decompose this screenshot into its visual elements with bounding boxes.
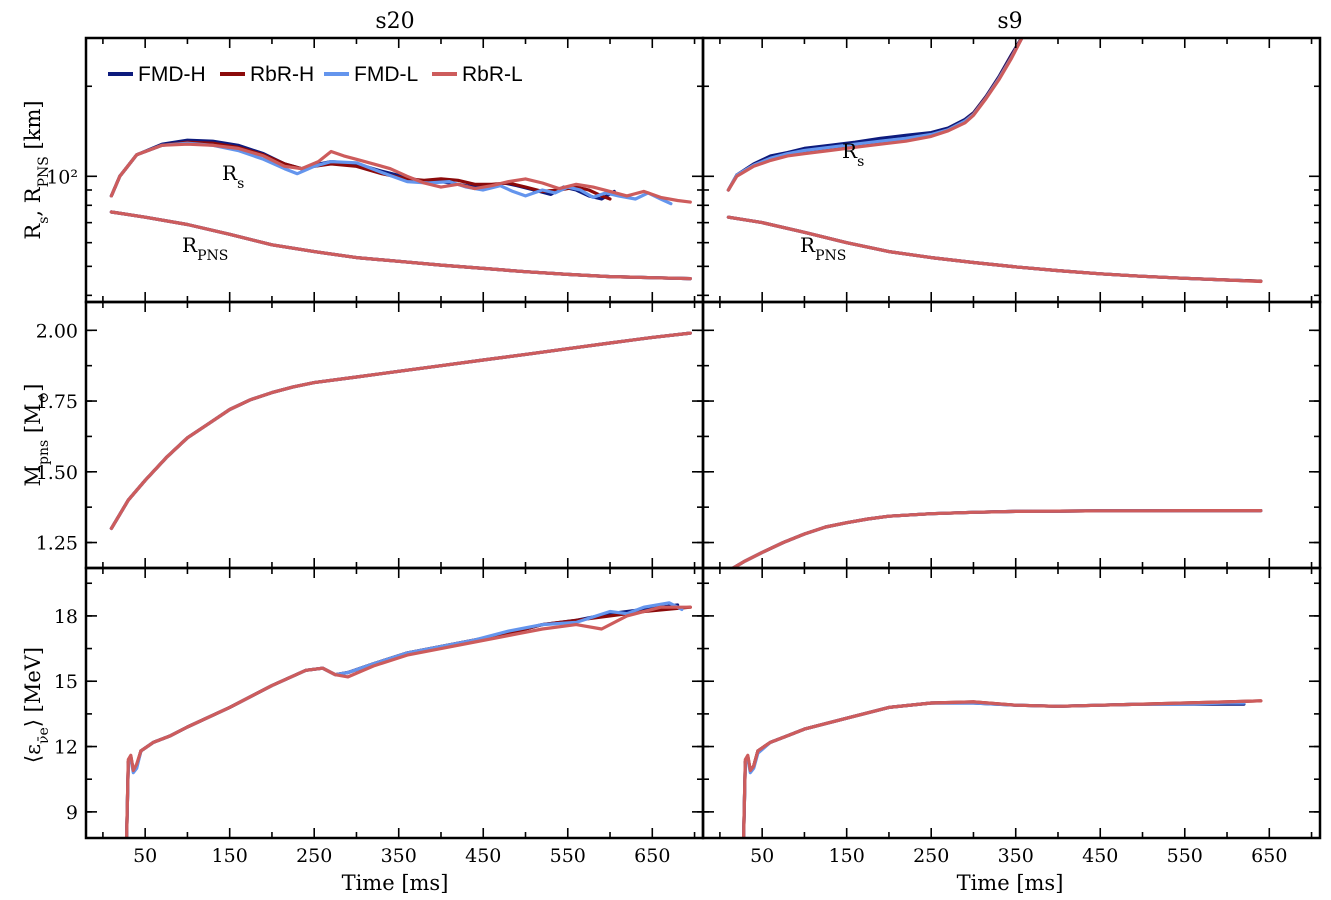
y-tick-label: 10² [46, 166, 78, 188]
x-tick-label: 250 [296, 845, 332, 867]
series-rbr-h-line [730, 509, 1263, 568]
series-rbr-h-line [125, 605, 692, 838]
y-tick-label: 9 [66, 802, 78, 824]
series-rbr-l-shock-line [109, 142, 692, 204]
legend-label-fmd-h: FMD-H [138, 63, 206, 86]
column-title-s20: s20 [375, 9, 414, 34]
panel-s20-radius: 10² Rs RPNS [46, 36, 705, 304]
x-tick-label: 350 [998, 845, 1034, 867]
series-rbr-l-line [730, 509, 1263, 568]
x-tick-label: 450 [1082, 845, 1118, 867]
ylabel-mass: Mpns [M⊙] [21, 384, 52, 487]
x-tick-label: 150 [829, 845, 865, 867]
panel-s9-radius: Rs RPNS [701, 36, 1322, 304]
annotation-rs: Rs [842, 139, 864, 170]
x-tick-label: 150 [212, 845, 248, 867]
ylabel-radius: Rs, RPNS [km] [21, 100, 52, 239]
series-rbr-h-shock-line [109, 140, 612, 201]
legend-label-rbr-h: RbR-H [250, 63, 314, 86]
series-fmd-l-pns-line [109, 210, 692, 281]
panel-frame [701, 300, 1322, 570]
series-rbr-h-line [742, 699, 1263, 838]
series-fmd-h-shock-line [726, 38, 1024, 192]
legend: FMD-H RbR-H FMD-L RbR-L [108, 63, 523, 86]
series-rbr-l-line [125, 605, 692, 838]
x-tick-label: 50 [750, 845, 774, 867]
series-rbr-h-shock-line [726, 38, 1024, 192]
x-tick-label: 550 [550, 845, 586, 867]
annotation-rpns: RPNS [182, 233, 228, 264]
series-rbr-h-pns-line [109, 210, 692, 281]
annotation-rs: Rs [222, 161, 244, 192]
series-fmd-h-pns-line [109, 210, 692, 281]
series-fmd-h-line [730, 509, 1263, 568]
panel-s9-energy: 50 150 250 350 450 550 650 [701, 566, 1322, 867]
legend-label-rbr-l: RbR-L [462, 63, 523, 86]
panels-layer: 10² Rs RPNS Rs RPNS 1.25 1.50 1.75 2.00 50 150 250 3… [36, 36, 1322, 867]
series-group [109, 331, 692, 530]
series-fmd-l-line [125, 601, 684, 838]
series-group [125, 601, 692, 838]
xlabel-s9: Time [ms] [957, 871, 1064, 895]
series-group [109, 138, 692, 281]
series-group [742, 699, 1263, 838]
y-tick-label: 1.50 [36, 462, 78, 484]
series-rbr-l-shock-line [726, 38, 1024, 192]
x-tick-label: 550 [1167, 845, 1203, 867]
panel-frame [84, 566, 705, 840]
x-tick-label: 350 [381, 845, 417, 867]
series-group [730, 509, 1263, 568]
y-tick-label: 18 [54, 606, 78, 628]
series-fmd-h-line [125, 603, 680, 838]
x-tick-label: 50 [133, 845, 157, 867]
series-fmd-h-line [742, 701, 1246, 838]
y-tick-label: 1.25 [36, 533, 78, 555]
series-fmd-l-line [730, 509, 1263, 568]
ylabel-energy: ⟨εν̄e⟩ [MeV] [21, 647, 52, 763]
panel-s9-mass [701, 300, 1322, 570]
series-rbr-l-line [742, 699, 1263, 838]
xlabel-s20: Time [ms] [342, 871, 449, 895]
x-tick-label: 450 [465, 845, 501, 867]
y-tick-label: 15 [54, 671, 78, 693]
x-tick-label: 650 [634, 845, 670, 867]
series-fmd-l-line [742, 701, 1246, 838]
y-tick-label: 12 [54, 737, 78, 759]
legend-label-fmd-l: FMD-L [354, 63, 418, 86]
column-title-s9: s9 [997, 9, 1022, 34]
y-tick-label: 1.75 [36, 391, 78, 413]
y-tick-label: 2.00 [36, 320, 78, 342]
panel-s20-energy: 50 150 250 350 450 550 650 9 12 15 18 [54, 566, 705, 867]
series-rbr-l-pns-line [109, 210, 692, 281]
panel-s20-mass: 1.25 1.50 1.75 2.00 [36, 300, 705, 570]
series-rbr-l-line [109, 331, 692, 530]
annotation-rpns: RPNS [800, 233, 846, 264]
series-fmd-l-shock-line [726, 38, 1024, 192]
panel-frame [701, 566, 1322, 840]
series-group [726, 38, 1263, 284]
series-rbr-l-pns-line [726, 215, 1263, 284]
panel-frame [701, 36, 1322, 304]
x-tick-label: 650 [1251, 845, 1287, 867]
x-tick-label: 250 [913, 845, 949, 867]
